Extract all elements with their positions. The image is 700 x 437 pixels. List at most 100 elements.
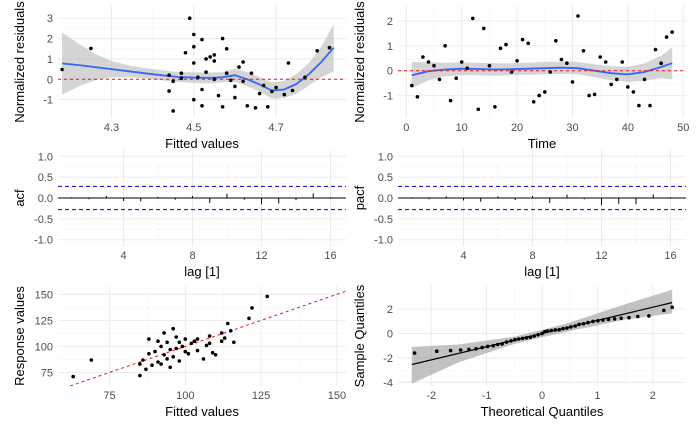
x-tick-label: 4.3 <box>104 122 119 134</box>
x-tick-label: 10 <box>456 122 468 134</box>
data-point <box>631 90 636 94</box>
data-point <box>233 95 237 100</box>
data-point <box>532 334 536 338</box>
data-point <box>195 348 200 353</box>
data-point <box>232 340 236 345</box>
data-point <box>592 92 597 97</box>
data-point <box>71 374 75 379</box>
data-point <box>531 100 536 104</box>
data-point <box>526 41 530 46</box>
data-point <box>261 83 266 88</box>
data-point <box>573 324 577 328</box>
y-tick-label: 3 <box>47 13 53 25</box>
data-point <box>448 98 453 103</box>
y-axis-title: acf <box>12 189 27 207</box>
data-point <box>586 320 590 325</box>
data-point <box>504 340 509 344</box>
data-point <box>636 314 640 319</box>
data-point <box>410 83 414 88</box>
data-point <box>247 316 251 321</box>
data-point <box>421 55 425 59</box>
y-tick-label: -1.0 <box>374 235 393 247</box>
y-tick-label: 1.0 <box>378 151 393 163</box>
panel-4: -1.0 -0.5 0.0 0.5 1.0 4 8 12 16 lag [1] pacf <box>352 150 686 279</box>
data-point <box>249 71 254 75</box>
data-point <box>653 47 658 52</box>
data-point <box>192 32 196 37</box>
x-axis-title: Theoretical Quantiles <box>481 404 604 419</box>
data-point <box>220 36 225 41</box>
data-point <box>224 47 229 51</box>
data-point <box>167 89 171 93</box>
y-tick-label: 2 <box>387 16 393 28</box>
data-point <box>171 355 175 359</box>
data-point <box>637 103 641 108</box>
data-point <box>664 35 669 39</box>
data-point <box>495 342 500 347</box>
x-tick-label: 4 <box>120 250 126 262</box>
panel-1: -1 0 1 2 3 4.3 4.5 4.7 Fitted values Normalized r… <box>12 1 346 151</box>
x-axis-title: Time <box>528 136 556 151</box>
data-point <box>257 91 262 96</box>
data-point <box>266 105 270 109</box>
data-point <box>274 85 278 90</box>
data-point <box>627 315 631 320</box>
data-point <box>458 348 463 352</box>
data-point <box>60 67 64 72</box>
data-point <box>168 365 172 370</box>
data-point <box>476 107 481 112</box>
data-point <box>303 75 307 80</box>
x-tick-label: 4.7 <box>268 122 283 134</box>
data-point <box>504 42 508 47</box>
x-tick-label: 20 <box>511 122 523 134</box>
x-tick-label: 12 <box>255 250 267 262</box>
data-point <box>412 351 417 355</box>
plot-area <box>69 290 346 386</box>
data-point <box>543 90 547 94</box>
smooth-line <box>411 62 673 77</box>
data-point <box>147 337 151 341</box>
x-tick-label: -2 <box>426 390 436 402</box>
y-tick-label: 0.5 <box>38 172 53 184</box>
data-point <box>570 80 575 84</box>
x-tick-label: 12 <box>595 250 607 262</box>
data-point <box>565 326 569 330</box>
data-point <box>536 333 540 337</box>
data-point <box>615 77 619 82</box>
data-point <box>659 61 663 65</box>
data-point <box>179 76 184 81</box>
data-point <box>537 93 541 98</box>
data-point <box>619 316 623 321</box>
data-point <box>290 88 295 93</box>
data-point <box>543 329 547 334</box>
y-tick-label: 75 <box>41 367 53 379</box>
data-point <box>165 340 169 345</box>
data-point <box>167 73 171 77</box>
data-point <box>207 341 212 346</box>
data-point <box>577 322 581 327</box>
data-point <box>327 45 332 50</box>
data-point <box>159 344 163 349</box>
confidence-band <box>62 24 334 99</box>
data-point <box>587 93 591 98</box>
data-point <box>200 37 204 42</box>
data-point <box>147 351 151 356</box>
data-point <box>195 337 200 341</box>
x-tick-label: -1 <box>482 390 492 402</box>
data-point <box>454 76 459 80</box>
y-tick-label: -2 <box>383 353 393 365</box>
data-point <box>620 60 625 64</box>
y-tick-label: 0 <box>47 74 53 86</box>
x-tick-label: 150 <box>328 390 346 402</box>
y-tick-label: 1.0 <box>38 151 53 163</box>
data-point <box>212 59 217 63</box>
data-point <box>204 70 208 74</box>
data-point <box>603 60 608 64</box>
data-point <box>174 346 178 351</box>
data-point <box>201 357 206 361</box>
data-point <box>509 70 514 74</box>
data-point <box>210 350 215 355</box>
data-point <box>150 363 154 368</box>
data-point <box>609 82 613 87</box>
data-point <box>612 317 617 321</box>
